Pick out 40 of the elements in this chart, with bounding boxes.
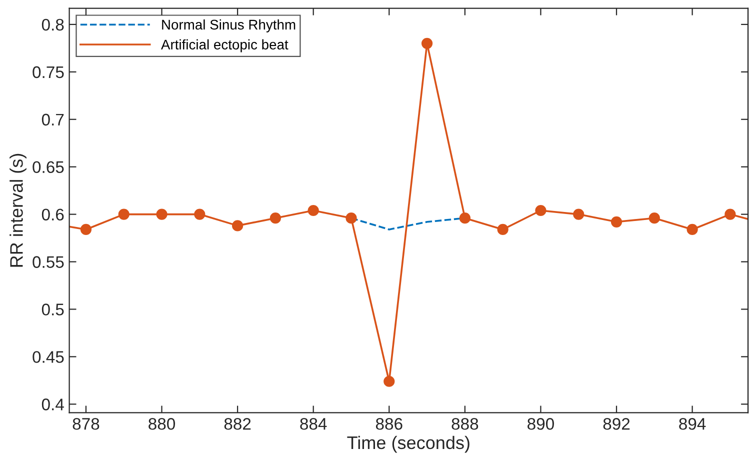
point — [610, 216, 622, 228]
y-axis-title: RR interval (s) — [10, 154, 26, 267]
point — [80, 224, 92, 236]
point — [535, 204, 546, 216]
point — [686, 224, 698, 236]
x-tick-label: 890 — [528, 418, 554, 430]
point — [497, 224, 508, 236]
x-tick-label: 878 — [72, 418, 100, 430]
legend-label: Normal Sinus Rhythm — [162, 19, 296, 32]
y-tick-label: 0.6 — [42, 208, 64, 220]
y-tick-label: 0.65 — [32, 161, 64, 174]
point — [118, 208, 130, 220]
x-tick-label: 886 — [376, 418, 402, 430]
point — [421, 38, 433, 49]
x-tick-label: 882 — [224, 418, 251, 430]
point — [648, 212, 660, 224]
x-tick-label: 888 — [452, 418, 478, 430]
point — [156, 208, 168, 220]
y-tick-label: 0.4 — [42, 398, 64, 410]
x-tick-label: 884 — [300, 418, 327, 430]
point — [459, 212, 470, 224]
x-tick-label: 880 — [148, 418, 176, 430]
point — [573, 208, 584, 220]
x-tick-label: 892 — [603, 418, 630, 430]
point — [724, 208, 736, 220]
point — [346, 212, 357, 224]
x-tick-label: 894 — [679, 418, 706, 430]
point — [232, 220, 244, 232]
legend-label: Artificial ectopic beat — [160, 39, 288, 52]
y-tick-label: 0.55 — [32, 256, 64, 268]
y-tick-label: 0.7 — [42, 114, 64, 126]
y-tick-label: 0.5 — [42, 304, 64, 316]
point — [308, 204, 319, 216]
point — [384, 376, 395, 387]
y-tick-label: 0.8 — [42, 18, 64, 31]
x-axis-title: Time (seconds) — [347, 436, 470, 453]
y-tick-label: 0.45 — [32, 351, 64, 363]
point — [194, 208, 206, 220]
point — [270, 212, 282, 224]
y-tick-label: 0.75 — [32, 66, 64, 78]
